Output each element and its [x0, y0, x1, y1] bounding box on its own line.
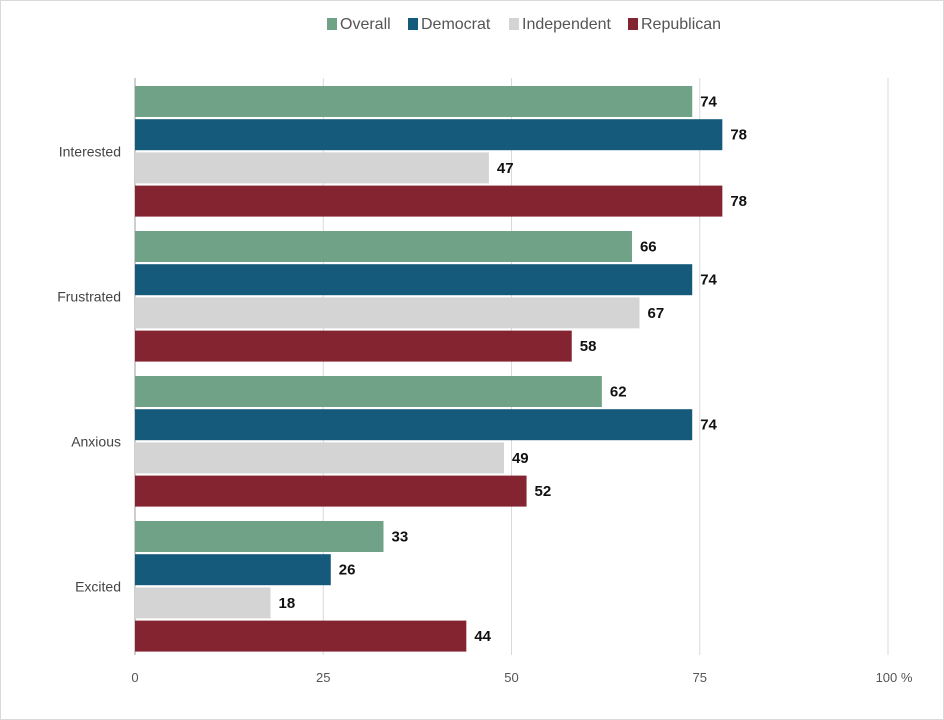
category-labels: Interested Frustrated Anxious Excited [57, 143, 121, 594]
bar-republican-interested [135, 185, 723, 217]
bars [135, 86, 723, 652]
data-label: 18 [279, 595, 296, 612]
data-label: 78 [730, 193, 747, 210]
bar-republican-excited [135, 620, 467, 652]
legend-label-democrat: Democrat [421, 16, 491, 33]
bar-republican-frustrated [135, 330, 572, 362]
x-tick-label: 75 [693, 670, 707, 685]
legend: Overall Democrat Independent Republican [327, 16, 721, 33]
bar-independent-anxious [135, 442, 504, 474]
data-label: 52 [535, 483, 552, 500]
legend-swatch-overall [327, 18, 337, 30]
data-label: 74 [700, 272, 717, 289]
data-label: 49 [512, 450, 529, 467]
category-label: Excited [75, 578, 121, 594]
legend-swatch-democrat [408, 18, 418, 30]
bar-overall-interested [135, 86, 693, 117]
legend-label-independent: Independent [522, 16, 612, 33]
x-tick-label: 100 % [876, 670, 913, 685]
legend-swatch-republican [628, 18, 638, 30]
data-labels: 74 78 47 78 66 74 67 58 62 74 49 52 33 26 18 44 [279, 94, 747, 646]
bar-overall-excited [135, 521, 384, 552]
data-label: 78 [730, 127, 747, 144]
legend-swatch-independent [509, 18, 519, 30]
bar-independent-excited [135, 587, 271, 619]
data-label: 44 [474, 628, 491, 645]
x-tick-labels: 0 25 50 75 100 % [131, 670, 912, 685]
bar-independent-frustrated [135, 297, 640, 329]
category-label: Anxious [71, 433, 121, 449]
x-tick-label: 0 [131, 670, 138, 685]
category-label: Interested [59, 143, 121, 159]
bar-overall-frustrated [135, 231, 632, 262]
data-label: 74 [700, 94, 717, 111]
bar-democrat-anxious [135, 409, 693, 441]
bar-democrat-interested [135, 119, 723, 151]
data-label: 62 [610, 384, 627, 401]
legend-label-overall: Overall [340, 16, 391, 33]
x-tick-label: 50 [504, 670, 518, 685]
category-label: Frustrated [57, 288, 121, 304]
data-label: 58 [580, 338, 597, 355]
bar-democrat-frustrated [135, 264, 693, 296]
x-tick-label: 25 [316, 670, 330, 685]
bar-republican-anxious [135, 475, 527, 507]
legend-label-republican: Republican [641, 16, 721, 33]
bar-overall-anxious [135, 376, 602, 407]
bar-democrat-excited [135, 554, 331, 586]
data-label: 33 [391, 529, 408, 546]
bar-independent-interested [135, 152, 489, 184]
data-label: 26 [339, 562, 356, 579]
data-label: 47 [497, 160, 514, 177]
data-label: 66 [640, 239, 657, 256]
data-label: 67 [648, 305, 665, 322]
data-label: 74 [700, 417, 717, 434]
